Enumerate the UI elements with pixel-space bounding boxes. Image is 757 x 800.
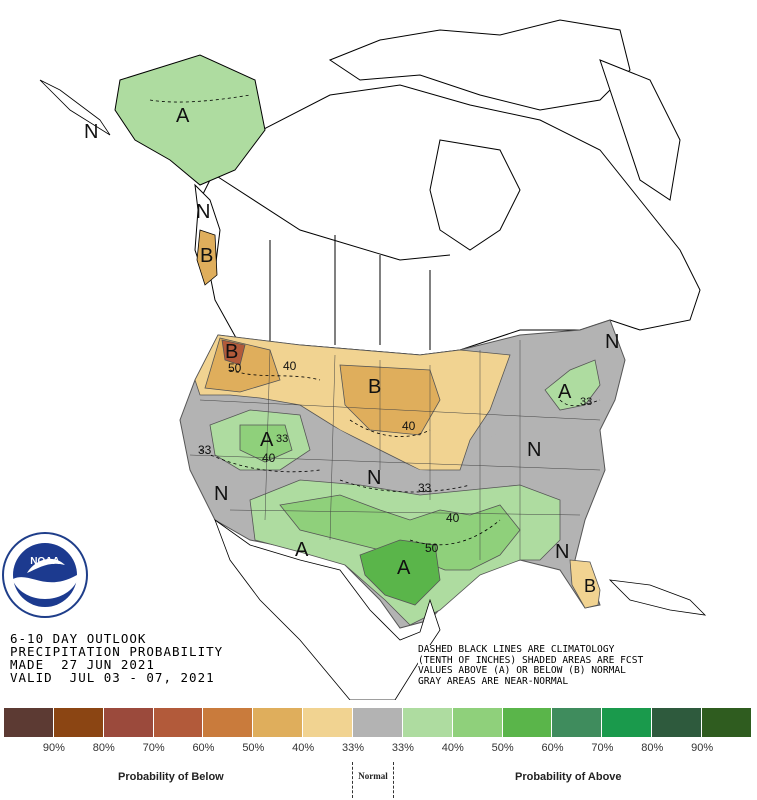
label-sw-A: A bbox=[295, 539, 309, 561]
label-fl-B: B bbox=[584, 576, 596, 596]
label-alaska-A: A bbox=[176, 105, 190, 127]
legend-swatch bbox=[53, 708, 104, 737]
legend-tick-label: 50% bbox=[242, 742, 265, 754]
label-panhandle-N: N bbox=[196, 201, 210, 223]
label-fl-N: N bbox=[555, 541, 569, 563]
legend-swatch bbox=[253, 708, 304, 737]
label-plains-B: B bbox=[368, 376, 381, 398]
legend-tick-label: 70% bbox=[591, 742, 614, 754]
legend-swatch bbox=[452, 708, 503, 737]
legend-swatch bbox=[702, 708, 752, 737]
legend-tick-label: 40% bbox=[292, 742, 315, 754]
label-tx-A: A bbox=[397, 557, 411, 579]
legend-tick-label: 70% bbox=[142, 742, 165, 754]
legend-tick-label: 90% bbox=[691, 742, 714, 754]
legend-swatch bbox=[353, 708, 403, 737]
legend-swatch bbox=[552, 708, 603, 737]
label-plains-40: 40 bbox=[402, 419, 416, 433]
label-central-33: 33 bbox=[418, 481, 432, 495]
climatology-note: DASHED BLACK LINES ARE CLIMATOLOGY (TENT… bbox=[418, 644, 753, 687]
probability-legend bbox=[4, 708, 752, 737]
label-great-basin-A: A bbox=[260, 429, 274, 451]
legend-tick-label: 33% bbox=[391, 742, 414, 754]
label-se-40: 40 bbox=[446, 511, 460, 525]
note-line-4: GRAY AREAS ARE NEAR-NORMAL bbox=[418, 675, 569, 687]
label-nw-B: B bbox=[225, 341, 238, 363]
legend-tick-label: 80% bbox=[92, 742, 115, 754]
below-caption: Probability of Below bbox=[118, 771, 224, 783]
note-line-1: DASHED BLACK LINES ARE CLIMATOLOGY bbox=[418, 644, 615, 655]
legend-tick-label: 40% bbox=[441, 742, 464, 754]
legend-swatch bbox=[652, 708, 703, 737]
title-line-3: MADE 27 JUN 2021 bbox=[10, 657, 155, 672]
label-gb-33: 33 bbox=[276, 433, 288, 445]
conus-region bbox=[149, 94, 626, 629]
title-line-1: 6-10 DAY OUTLOOK bbox=[10, 631, 147, 646]
label-ne-N: N bbox=[605, 331, 619, 353]
above-caption: Probability of Above bbox=[515, 771, 622, 783]
note-line-2: (TENTH OF INCHES) SHADED AREAS ARE FCST bbox=[418, 654, 644, 666]
label-alaska-N: N bbox=[84, 121, 98, 143]
label-gb-40: 40 bbox=[262, 451, 276, 465]
title-line-4: VALID JUL 03 - 07, 2021 bbox=[10, 670, 215, 685]
label-sw-N: N bbox=[214, 483, 228, 505]
title-line-2: PRECIPITATION PROBABILITY bbox=[10, 644, 224, 659]
legend-tick-label: 33% bbox=[342, 742, 365, 754]
noaa-logo-text: NOAA bbox=[30, 556, 59, 567]
legend-swatch bbox=[103, 708, 154, 737]
legend-swatch bbox=[402, 708, 453, 737]
label-central-N: N bbox=[367, 467, 381, 489]
legend-tick-label: 50% bbox=[491, 742, 514, 754]
canada-landmass bbox=[199, 19, 701, 356]
legend-swatch bbox=[203, 708, 254, 737]
label-tx-50: 50 bbox=[425, 541, 439, 555]
label-ne-A: A bbox=[558, 381, 572, 403]
legend-tick-label: 60% bbox=[541, 742, 564, 754]
label-w33: 33 bbox=[198, 443, 212, 457]
label-panhandle-B: B bbox=[200, 245, 213, 267]
legend-swatch bbox=[153, 708, 204, 737]
legend-swatch bbox=[4, 708, 54, 737]
noaa-logo: NOAA bbox=[2, 532, 88, 618]
mexico-outline bbox=[214, 518, 707, 700]
legend-swatch bbox=[602, 708, 653, 737]
normal-caption: Normal bbox=[352, 762, 394, 798]
legend-swatch bbox=[502, 708, 553, 737]
note-line-3: VALUES ABOVE (A) OR BELOW (B) NORMAL bbox=[418, 665, 626, 676]
legend-tick-label: 60% bbox=[192, 742, 215, 754]
precipitation-outlook-map: A N N B B 50 40 B 40 A 40 33 33 N N 33 4… bbox=[2, 19, 707, 700]
map-labels: A N N B B 50 40 B 40 A 40 33 33 N N 33 4… bbox=[84, 105, 619, 596]
label-ne-33: 33 bbox=[580, 396, 592, 408]
legend-tick-label: 90% bbox=[42, 742, 65, 754]
label-nw-50: 50 bbox=[228, 361, 242, 375]
legend-swatch bbox=[303, 708, 354, 737]
outlook-title-block: 6-10 DAY OUTLOOK PRECIPITATION PROBABILI… bbox=[10, 632, 223, 684]
legend-tick-label: 80% bbox=[641, 742, 664, 754]
label-nw-40: 40 bbox=[283, 359, 297, 373]
alaska-region bbox=[39, 54, 266, 286]
label-east-N: N bbox=[527, 439, 541, 461]
